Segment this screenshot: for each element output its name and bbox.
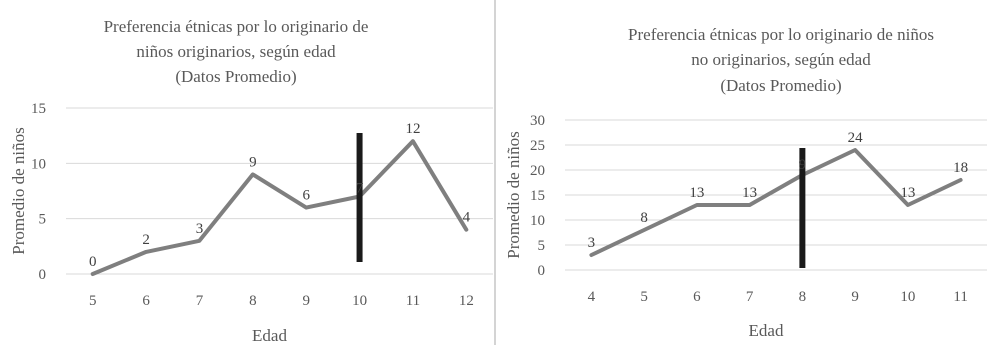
y-tick-label: 10 xyxy=(530,213,545,229)
data-label: 13 xyxy=(742,185,757,201)
x-axis-label: Edad xyxy=(252,326,287,345)
x-tick-label: 9 xyxy=(851,289,859,305)
y-tick-label: 25 xyxy=(530,138,545,154)
x-tick-label: 11 xyxy=(953,289,967,305)
vertical-marker-bar xyxy=(356,133,363,262)
y-tick-label: 5 xyxy=(39,212,47,228)
y-tick-label: 20 xyxy=(530,163,545,179)
data-label: 24 xyxy=(848,130,864,146)
data-label: 6 xyxy=(302,188,310,204)
data-label: 9 xyxy=(799,157,807,173)
vertical-marker-bar xyxy=(799,148,806,268)
data-label: 3 xyxy=(196,221,204,237)
chart-left-svg: Preferencia étnicas por lo originario de… xyxy=(9,17,493,345)
data-label: 8 xyxy=(640,210,648,226)
chart-right: Preferencia étnicas por lo originario de… xyxy=(497,0,990,345)
data-label: 3 xyxy=(588,235,596,251)
y-tick-label: 30 xyxy=(530,113,545,129)
y-tick-label: 10 xyxy=(31,156,46,172)
y-tick-label: 15 xyxy=(31,101,46,117)
series-line xyxy=(589,148,963,257)
chart-divider xyxy=(494,0,496,345)
data-label: 12 xyxy=(405,121,420,137)
x-tick-label: 4 xyxy=(588,289,596,305)
x-tick-label: 5 xyxy=(640,289,648,305)
chart-left: Preferencia étnicas por lo originario de… xyxy=(0,0,493,345)
y-tick-label: 15 xyxy=(530,188,545,204)
x-tick-label: 9 xyxy=(302,293,310,309)
chart-right-svg: Preferencia étnicas por lo originario de… xyxy=(504,25,987,340)
x-tick-label: 7 xyxy=(196,293,204,309)
chart-title-line: no originarios, según edad xyxy=(691,50,871,69)
data-label: 0 xyxy=(89,254,97,270)
x-tick-label: 10 xyxy=(352,293,367,309)
series-line xyxy=(90,139,469,276)
data-label: 2 xyxy=(142,232,150,248)
chart-title-line: Preferencia étnicas por lo originario de xyxy=(104,17,369,36)
x-tick-label: 7 xyxy=(746,289,754,305)
data-label: 13 xyxy=(689,185,704,201)
x-tick-label: 11 xyxy=(406,293,420,309)
y-tick-label: 0 xyxy=(39,267,47,283)
data-label: 4 xyxy=(463,210,471,226)
data-label: 7 xyxy=(356,181,364,197)
chart-title-line: (Datos Promedio) xyxy=(175,67,296,86)
x-tick-label: 6 xyxy=(142,293,150,309)
chart-title-line: niños originarios, según edad xyxy=(136,42,336,61)
chart-title-line: (Datos Promedio) xyxy=(720,76,841,95)
x-tick-label: 6 xyxy=(693,289,701,305)
x-axis-label: Edad xyxy=(749,321,784,340)
x-tick-label: 8 xyxy=(249,293,257,309)
x-tick-label: 8 xyxy=(799,289,807,305)
data-label: 18 xyxy=(953,160,968,176)
x-tick-label: 10 xyxy=(900,289,915,305)
y-tick-label: 0 xyxy=(538,263,546,279)
x-tick-label: 5 xyxy=(89,293,97,309)
chart-title-line: Preferencia étnicas por lo originario de… xyxy=(628,25,934,44)
y-axis-label: Promedio de niños xyxy=(504,131,523,259)
data-label: 9 xyxy=(249,154,257,170)
y-tick-label: 5 xyxy=(538,238,546,254)
data-label: 13 xyxy=(900,185,915,201)
x-tick-label: 12 xyxy=(459,293,474,309)
y-axis-label: Promedio de niños xyxy=(9,127,28,255)
